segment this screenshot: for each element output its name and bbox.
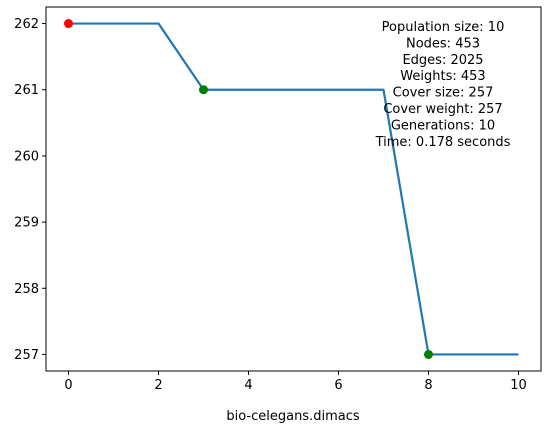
series-line: [68, 22, 519, 356]
info-line: Nodes: 453: [406, 36, 480, 51]
y-axis-ticks: 257 258 259 260 261 262: [14, 17, 46, 363]
info-line: Edges: 2025: [402, 53, 483, 68]
x-tick-label: 2: [154, 378, 162, 393]
y-tick-label: 258: [14, 282, 39, 297]
x-tick-label: 4: [244, 378, 252, 393]
y-tick-label: 257: [14, 348, 39, 363]
data-point-marker: [199, 85, 208, 95]
y-tick-label: 261: [14, 83, 39, 98]
x-tick-label: 6: [334, 378, 342, 393]
info-line: Generations: 10: [391, 118, 495, 133]
plot-area: [45, 6, 542, 372]
y-tick-label: 260: [14, 149, 39, 164]
x-tick-label: 8: [424, 378, 432, 393]
info-line: Cover size: 257: [393, 86, 494, 101]
info-line: Weights: 453: [400, 69, 485, 84]
x-axis-label: bio-celegans.dimacs: [226, 409, 360, 424]
markers-layer: [64, 19, 433, 359]
x-axis-ticks: 0 2 4 6 8 10: [64, 371, 527, 393]
y-tick-label: 259: [14, 216, 39, 231]
info-line: Time: 0.178 seconds: [375, 135, 511, 150]
info-line: Cover weight: 257: [383, 102, 502, 117]
data-point-marker: [424, 349, 433, 359]
data-point-marker: [64, 19, 73, 29]
x-tick-label: 0: [64, 378, 72, 393]
x-tick-label: 10: [510, 378, 527, 393]
info-line: Population size: 10: [382, 20, 505, 35]
y-tick-label: 262: [14, 17, 39, 32]
series-layer: [68, 22, 519, 356]
